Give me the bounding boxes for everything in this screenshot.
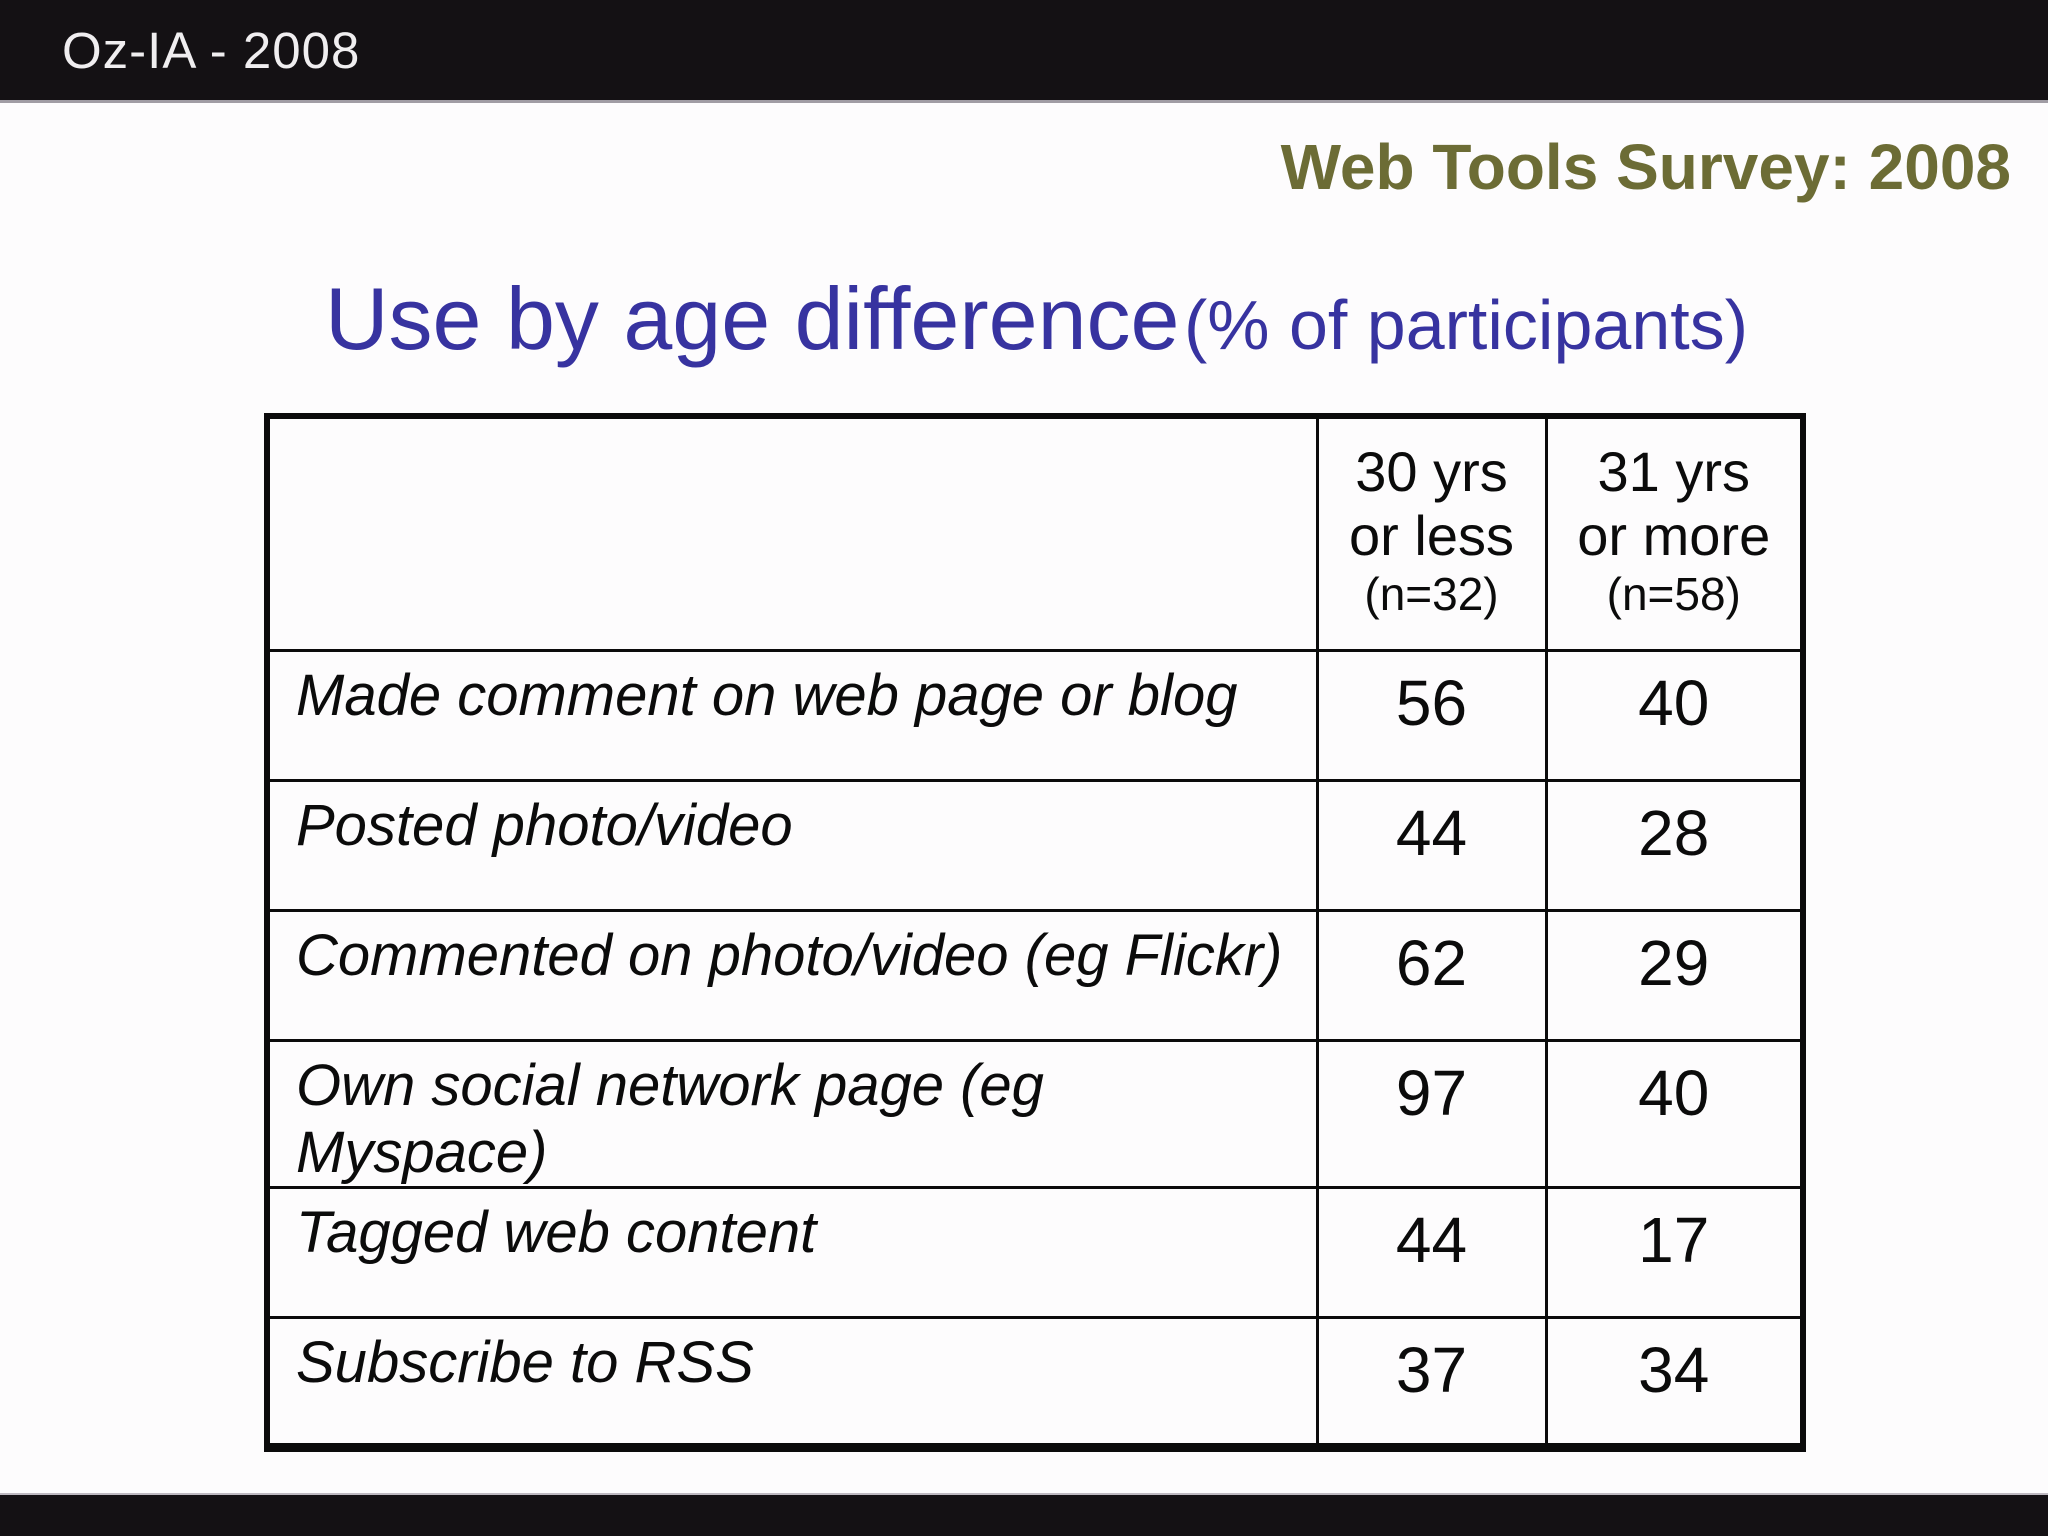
age-difference-table: 30 yrs or less (n=32) 31 yrs or more (n=… <box>264 413 1806 1452</box>
row-label: Made comment on web page or blog <box>264 648 1319 782</box>
value-30-or-less: 44 <box>1315 778 1548 912</box>
row-label: Commented on photo/video (eg Flickr) <box>264 908 1319 1042</box>
top-bar: Oz-IA - 2008 <box>0 0 2048 103</box>
column-header-line: or less <box>1349 503 1514 567</box>
page-title: Use by age difference (% of participants… <box>325 268 1748 370</box>
value-31-or-more: 28 <box>1544 778 1806 912</box>
value-31-or-more: 34 <box>1544 1315 1806 1452</box>
table-row: Own social network page (eg Myspace) 97 … <box>264 1038 1806 1189</box>
value-30-or-less: 44 <box>1315 1185 1548 1319</box>
column-header-line: 30 yrs <box>1355 439 1508 503</box>
table-row: Posted photo/video 44 28 <box>264 778 1806 912</box>
row-label: Tagged web content <box>264 1185 1319 1319</box>
row-label: Posted photo/video <box>264 778 1319 912</box>
value-30-or-less: 56 <box>1315 648 1548 782</box>
table-row: Tagged web content 44 17 <box>264 1185 1806 1319</box>
value-31-or-more: 40 <box>1544 648 1806 782</box>
conference-label: Oz-IA - 2008 <box>62 21 361 79</box>
column-header-n: (n=58) <box>1606 568 1741 621</box>
value-31-or-more: 29 <box>1544 908 1806 1042</box>
table-row: Subscribe to RSS 37 34 <box>264 1315 1806 1452</box>
column-header-line: 31 yrs <box>1597 439 1751 503</box>
column-header-31-or-more: 31 yrs or more (n=58) <box>1544 413 1806 652</box>
column-header-n: (n=32) <box>1364 568 1499 621</box>
page-title-main: Use by age difference <box>325 269 1180 368</box>
column-header-30-or-less: 30 yrs or less (n=32) <box>1315 413 1548 652</box>
value-31-or-more: 40 <box>1544 1038 1806 1189</box>
value-31-or-more: 17 <box>1544 1185 1806 1319</box>
page-title-sub: (% of participants) <box>1183 286 1749 364</box>
bottom-bar <box>0 1493 2048 1536</box>
row-label: Own social network page (eg Myspace) <box>264 1038 1319 1189</box>
table-row: Made comment on web page or blog 56 40 <box>264 648 1806 782</box>
survey-title: Web Tools Survey: 2008 <box>1280 131 2011 203</box>
value-30-or-less: 37 <box>1315 1315 1548 1452</box>
value-30-or-less: 62 <box>1315 908 1548 1042</box>
corner-cell <box>264 413 1319 652</box>
table-header-row: 30 yrs or less (n=32) 31 yrs or more (n=… <box>264 413 1806 652</box>
column-header-line: or more <box>1577 503 1771 567</box>
row-label: Subscribe to RSS <box>264 1315 1319 1452</box>
value-30-or-less: 97 <box>1315 1038 1548 1189</box>
table-row: Commented on photo/video (eg Flickr) 62 … <box>264 908 1806 1042</box>
